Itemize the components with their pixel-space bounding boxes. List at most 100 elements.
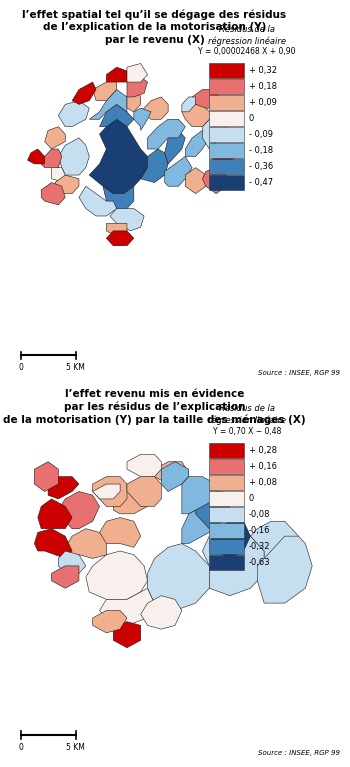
- Polygon shape: [34, 528, 72, 558]
- Text: -0,32: -0,32: [249, 542, 270, 551]
- Polygon shape: [58, 100, 89, 127]
- Bar: [209, 111, 244, 127]
- Polygon shape: [127, 74, 148, 97]
- Polygon shape: [79, 186, 117, 216]
- Polygon shape: [154, 462, 189, 484]
- Polygon shape: [148, 544, 209, 611]
- Polygon shape: [48, 476, 79, 499]
- Polygon shape: [182, 104, 209, 127]
- Polygon shape: [99, 518, 141, 548]
- Text: Résidus de la: Résidus de la: [219, 25, 275, 34]
- Text: Y = 0,70 X − 0,48: Y = 0,70 X − 0,48: [213, 426, 281, 436]
- Polygon shape: [257, 536, 312, 603]
- Polygon shape: [103, 186, 134, 209]
- Polygon shape: [182, 97, 196, 112]
- Polygon shape: [141, 97, 168, 120]
- Text: - 0,36: - 0,36: [249, 163, 273, 171]
- Polygon shape: [127, 454, 161, 476]
- Polygon shape: [93, 484, 120, 499]
- Polygon shape: [58, 492, 99, 528]
- Text: 5 KM: 5 KM: [66, 742, 85, 752]
- Polygon shape: [127, 476, 161, 506]
- Polygon shape: [34, 462, 58, 492]
- Text: + 0,18: + 0,18: [249, 82, 277, 91]
- Polygon shape: [99, 104, 134, 127]
- Bar: [209, 160, 244, 174]
- Polygon shape: [106, 67, 127, 82]
- Bar: [209, 475, 244, 490]
- Polygon shape: [182, 476, 216, 514]
- Bar: [209, 539, 244, 554]
- Bar: [209, 80, 244, 94]
- Polygon shape: [51, 566, 79, 588]
- Polygon shape: [127, 64, 148, 82]
- Polygon shape: [65, 528, 106, 558]
- Polygon shape: [89, 90, 127, 120]
- Text: - 0,47: - 0,47: [249, 179, 273, 187]
- Polygon shape: [93, 74, 117, 100]
- Polygon shape: [148, 120, 185, 149]
- Text: régression linéaire: régression linéaire: [208, 36, 286, 45]
- Bar: [209, 95, 244, 110]
- Text: -0,16: -0,16: [249, 526, 270, 535]
- Polygon shape: [55, 175, 79, 194]
- Text: -0,08: -0,08: [249, 510, 270, 519]
- Polygon shape: [72, 82, 96, 104]
- Polygon shape: [28, 149, 45, 164]
- Polygon shape: [202, 120, 226, 149]
- Text: Résidus de la: Résidus de la: [219, 404, 275, 413]
- Polygon shape: [58, 138, 89, 175]
- Text: + 0,08: + 0,08: [249, 478, 277, 487]
- Polygon shape: [185, 168, 206, 194]
- Text: + 0,09: + 0,09: [249, 98, 276, 107]
- Polygon shape: [165, 130, 185, 164]
- Bar: [209, 143, 244, 158]
- Polygon shape: [213, 145, 237, 168]
- Bar: [209, 507, 244, 522]
- Polygon shape: [134, 108, 151, 130]
- Text: l’effet spatial tel qu’il se dégage des résidus
de l’explication de la motorisat: l’effet spatial tel qu’il se dégage des …: [22, 9, 287, 44]
- Polygon shape: [51, 164, 65, 183]
- Bar: [209, 176, 244, 190]
- Polygon shape: [93, 476, 127, 506]
- Text: - 0,18: - 0,18: [249, 146, 273, 156]
- Polygon shape: [93, 611, 127, 633]
- Polygon shape: [38, 499, 72, 528]
- Polygon shape: [106, 223, 127, 239]
- Polygon shape: [113, 484, 148, 514]
- Text: régression linéaire: régression linéaire: [208, 416, 286, 425]
- Polygon shape: [196, 492, 230, 528]
- Bar: [209, 443, 244, 458]
- Bar: [209, 459, 244, 474]
- Polygon shape: [209, 522, 251, 558]
- Polygon shape: [202, 528, 264, 596]
- Polygon shape: [41, 149, 62, 168]
- Polygon shape: [141, 596, 182, 629]
- Polygon shape: [110, 209, 144, 231]
- Bar: [209, 127, 244, 143]
- Polygon shape: [182, 506, 216, 544]
- Text: 0: 0: [18, 742, 23, 752]
- Text: -0,63: -0,63: [249, 558, 270, 567]
- Text: Source : INSEE, RGP 99: Source : INSEE, RGP 99: [258, 749, 340, 755]
- Polygon shape: [89, 120, 148, 194]
- Polygon shape: [99, 588, 154, 625]
- Text: 0: 0: [249, 494, 254, 503]
- Text: + 0,28: + 0,28: [249, 446, 277, 455]
- Polygon shape: [141, 149, 168, 183]
- Bar: [209, 555, 244, 570]
- Polygon shape: [202, 168, 226, 194]
- Polygon shape: [45, 127, 65, 149]
- Polygon shape: [106, 231, 134, 245]
- Polygon shape: [251, 522, 299, 574]
- Text: 0: 0: [249, 114, 254, 123]
- Polygon shape: [165, 156, 192, 186]
- Text: - 0,09: - 0,09: [249, 130, 273, 140]
- Text: Source : INSEE, RGP 99: Source : INSEE, RGP 99: [258, 370, 340, 376]
- Text: l’effet revenu mis en évidence
par les résidus de l’explication
de la motorisati: l’effet revenu mis en évidence par les r…: [3, 389, 306, 425]
- Polygon shape: [41, 183, 65, 205]
- Text: 0: 0: [18, 363, 23, 372]
- Bar: [209, 523, 244, 538]
- Polygon shape: [58, 551, 86, 574]
- Polygon shape: [113, 622, 141, 647]
